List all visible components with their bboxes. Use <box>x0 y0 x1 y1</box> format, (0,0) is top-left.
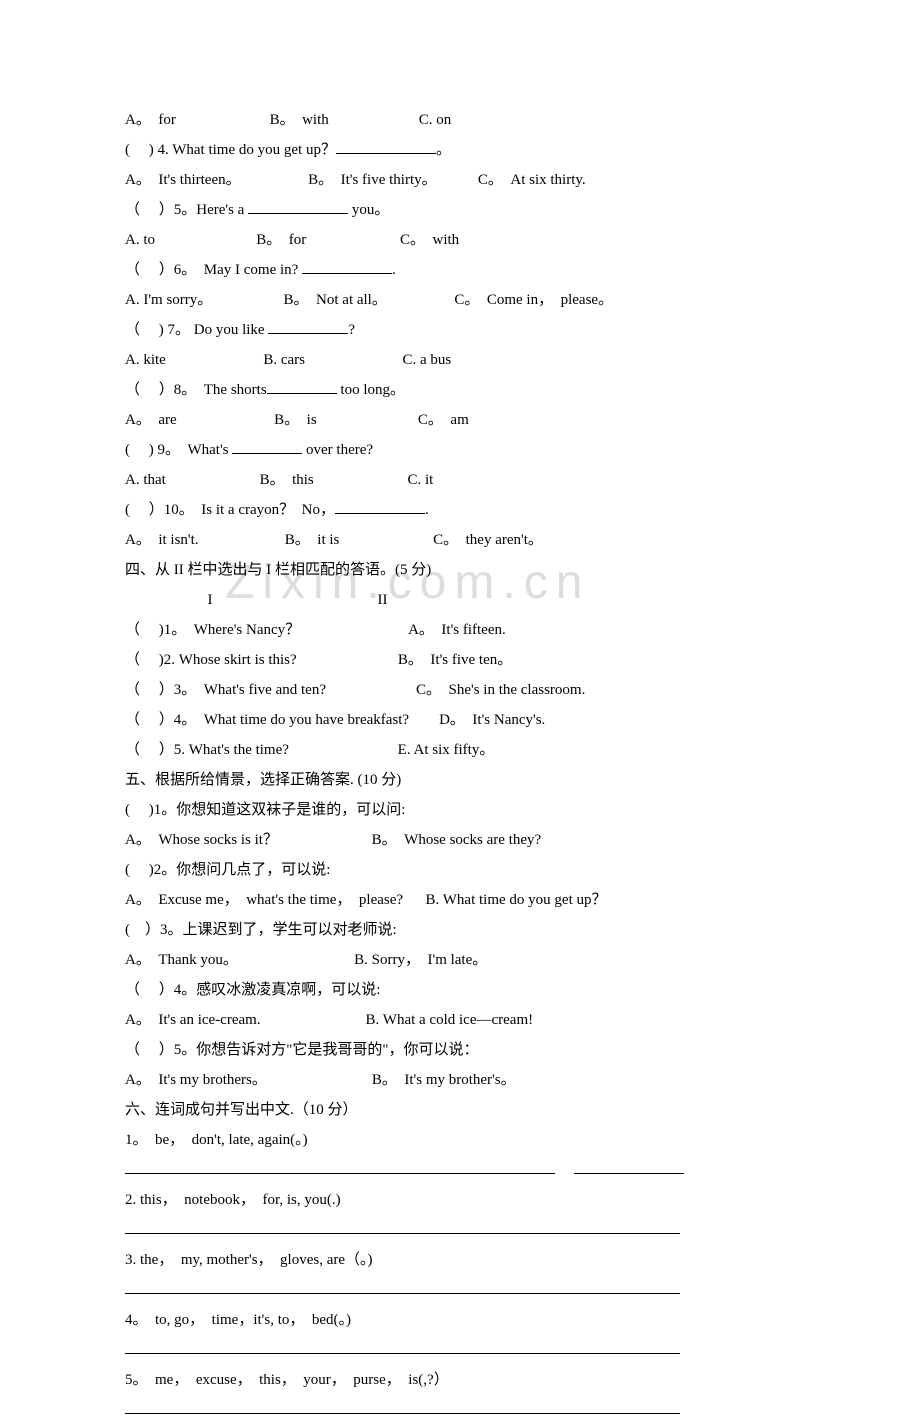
column-headers: I II <box>125 585 795 615</box>
question-line: A。 it isn't. B。 it is C。 they aren't。 <box>125 525 795 555</box>
blank-field <box>232 453 302 454</box>
question-line: （ ）6。 May I come in? . <box>125 255 795 285</box>
section-heading: 四、从 II 栏中选出与 I 栏相匹配的答语。(5 分) <box>125 555 795 585</box>
question-line: A。 Thank you。 B. Sorry， I'm late。 <box>125 945 795 975</box>
match-line: （ ）5. What's the time? E. At six fifty。 <box>125 735 795 765</box>
question-line: 1。 be， don't, late, again(。) <box>125 1125 795 1155</box>
match-line: （ ）4。 What time do you have breakfast? D… <box>125 705 795 735</box>
match-line: （ ）3。 What's five and ten? C。 She's in t… <box>125 675 795 705</box>
question-line: A. I'm sorry。 B。 Not at all。 C。 Come in，… <box>125 285 795 315</box>
answer-blank <box>125 1215 795 1245</box>
question-line: ( ）10。 Is it a crayon？ No，. <box>125 495 795 525</box>
blank-field <box>335 513 425 514</box>
question-line: （ ）5。Here's a you。 <box>125 195 795 225</box>
question-line: ( ) 4. What time do you get up？。 <box>125 135 795 165</box>
question-line: A。 It's my brothers。 B。 It's my brother'… <box>125 1065 795 1095</box>
question-line: ( ) 9。 What's over there? <box>125 435 795 465</box>
answer-blank <box>125 1275 795 1305</box>
answer-blank <box>125 1155 795 1185</box>
document-content: A。 for B。 with C. on ( ) 4. What time do… <box>125 105 795 1425</box>
question-line: A. that B。 this C. it <box>125 465 795 495</box>
question-line: ( ）3。上课迟到了，学生可以对老师说: <box>125 915 795 945</box>
question-line: A。 Excuse me， what's the time， please? B… <box>125 885 795 915</box>
blank-field <box>267 393 337 394</box>
blank-field <box>302 273 392 274</box>
question-line: 3. the， my, mother's， gloves, are（。) <box>125 1245 795 1275</box>
question-line: A。 Whose socks is it？ B。 Whose socks are… <box>125 825 795 855</box>
question-line: （ ）8。 The shorts too long。 <box>125 375 795 405</box>
question-line: A。 It's thirteen。 B。 It's five thirty。 C… <box>125 165 795 195</box>
blank-field <box>248 213 348 214</box>
question-line: A。 for B。 with C. on <box>125 105 795 135</box>
question-line: A. kite B. cars C. a bus <box>125 345 795 375</box>
question-line: A. to B。 for C。 with <box>125 225 795 255</box>
question-line: 4。 to, go， time，it's, to， bed(。) <box>125 1305 795 1335</box>
section-heading: 六、连词成句并写出中文.（10 分） <box>125 1095 795 1125</box>
question-line: A。 are B。 is C。 am <box>125 405 795 435</box>
question-line: A。 It's an ice-cream. B. What a cold ice… <box>125 1005 795 1035</box>
question-line: （ ) 7。 Do you like ? <box>125 315 795 345</box>
blank-field <box>268 333 348 334</box>
section-heading: 五、根据所给情景，选择正确答案. (10 分) <box>125 765 795 795</box>
answer-blank <box>125 1335 795 1365</box>
match-line: （ )2. Whose skirt is this? B。 It's five … <box>125 645 795 675</box>
question-line: （ ）5。你想告诉对方"它是我哥哥的"，你可以说： <box>125 1035 795 1065</box>
question-line: ( )1。你想知道这双袜子是谁的，可以问: <box>125 795 795 825</box>
question-line: （ ）4。感叹冰激凌真凉啊，可以说: <box>125 975 795 1005</box>
question-line: ( )2。你想问几点了，可以说: <box>125 855 795 885</box>
blank-field <box>336 153 436 154</box>
question-line: 5。 me， excuse， this， your， purse， is(,?） <box>125 1365 795 1395</box>
answer-blank <box>125 1395 795 1425</box>
question-line: 2. this， notebook， for, is, you(.) <box>125 1185 795 1215</box>
match-line: （ )1。 Where's Nancy？ A。 It's fifteen. <box>125 615 795 645</box>
